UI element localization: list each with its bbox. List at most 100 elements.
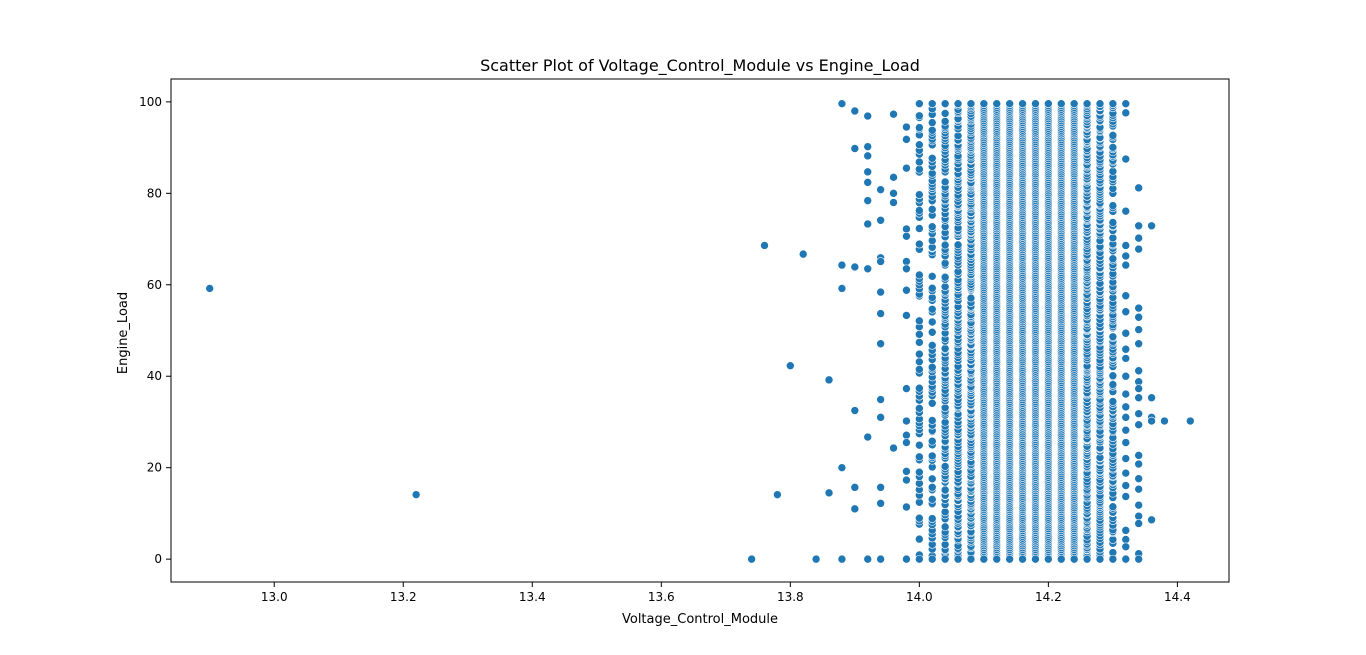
data-point: [927, 482, 937, 492]
data-point: [927, 398, 937, 408]
data-point: [1056, 554, 1066, 564]
data-point: [1108, 131, 1118, 140]
points-layer: [205, 99, 1195, 564]
data-point: [876, 287, 885, 297]
data-point: [1121, 389, 1131, 399]
data-point: [1082, 554, 1092, 564]
data-point: [927, 554, 937, 564]
data-point: [915, 365, 924, 374]
data-point: [773, 490, 782, 499]
data-point: [927, 451, 937, 461]
y-tick-label: 0: [154, 552, 162, 566]
x-tick-label: 14.0: [906, 590, 933, 604]
data-point: [927, 118, 937, 127]
data-point: [1044, 99, 1053, 108]
data-point: [915, 190, 924, 199]
data-point: [902, 122, 911, 132]
data-point: [953, 240, 963, 250]
data-point: [1134, 554, 1143, 564]
data-point: [1121, 535, 1131, 544]
data-point: [1147, 393, 1156, 403]
data-point: [940, 272, 950, 282]
data-point: [1108, 380, 1118, 389]
data-point: [1044, 554, 1053, 564]
data-point: [1018, 99, 1027, 108]
data-point: [863, 111, 873, 121]
data-point: [1108, 397, 1118, 406]
data-point: [1121, 154, 1131, 164]
data-point: [915, 513, 924, 523]
data-point: [927, 125, 937, 135]
data-point: [1108, 254, 1118, 264]
data-point: [786, 361, 795, 371]
data-point: [915, 270, 924, 280]
data-point: [850, 144, 860, 153]
data-point: [850, 504, 860, 514]
x-axis-label: Voltage_Control_Module: [622, 612, 778, 627]
data-point: [1134, 409, 1143, 419]
data-point: [940, 240, 950, 250]
data-point: [1121, 99, 1131, 108]
data-point: [1134, 451, 1143, 460]
data-point: [876, 339, 885, 349]
data-point: [876, 413, 885, 422]
data-point: [863, 432, 873, 442]
data-point: [1108, 167, 1118, 176]
data-point: [1147, 515, 1156, 525]
data-point: [1121, 206, 1131, 216]
data-point: [889, 198, 898, 207]
data-point: [850, 106, 860, 116]
data-point: [1134, 459, 1143, 469]
data-point: [824, 375, 834, 385]
data-point: [966, 293, 976, 303]
data-point: [902, 416, 911, 426]
x-axis-ticks: 13.0 13.2 13.4 13.6 13.8 14.0 14.2 14.4: [261, 582, 1191, 604]
data-point: [902, 554, 911, 564]
data-point: [927, 272, 937, 281]
data-point: [837, 284, 847, 293]
data-point: [876, 215, 885, 225]
data-point: [940, 117, 950, 126]
data-point: [915, 383, 924, 393]
data-point: [902, 438, 911, 447]
data-point: [966, 99, 976, 108]
data-point: [850, 406, 860, 415]
data-point: [1005, 554, 1014, 564]
data-point: [837, 463, 847, 472]
data-point: [1108, 201, 1118, 210]
data-point: [927, 317, 937, 327]
data-point: [837, 260, 847, 270]
data-point: [915, 440, 924, 450]
data-point: [863, 196, 873, 205]
data-point: [979, 99, 989, 108]
data-point: [915, 330, 924, 339]
data-point: [1031, 99, 1040, 108]
data-point: [915, 239, 924, 249]
data-point: [902, 232, 911, 241]
data-point: [915, 140, 924, 150]
data-point: [1031, 554, 1040, 564]
data-point: [876, 185, 885, 194]
data-point: [1121, 454, 1131, 463]
y-tick-label: 80: [147, 186, 162, 200]
data-point: [1160, 416, 1169, 426]
data-point: [1121, 328, 1131, 338]
data-point: [863, 151, 873, 161]
data-point: [915, 164, 924, 174]
y-tick-label: 20: [147, 461, 162, 475]
data-point: [940, 522, 950, 532]
data-point: [889, 443, 898, 453]
x-tick-label: 13.2: [390, 590, 417, 604]
data-point: [927, 341, 937, 350]
x-tick-label: 13.0: [261, 590, 288, 604]
data-point: [1108, 99, 1118, 108]
data-point: [863, 554, 873, 564]
data-point: [1121, 413, 1131, 422]
data-point: [1121, 425, 1131, 435]
data-point: [940, 485, 950, 495]
data-point: [1056, 99, 1066, 108]
data-point: [915, 452, 924, 462]
data-point: [1108, 233, 1118, 243]
data-point: [863, 178, 873, 187]
data-point: [1121, 260, 1131, 270]
